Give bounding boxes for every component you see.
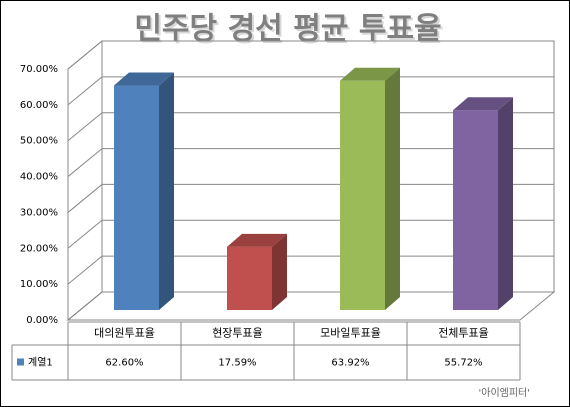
bar-side [498, 97, 513, 310]
grid-line [67, 76, 554, 106]
legend-key [17, 358, 24, 366]
grid-line [67, 112, 554, 142]
grid-line [67, 148, 554, 177]
y-tick-label: 0.00% [26, 315, 58, 326]
bar-side [385, 67, 400, 310]
y-tick-label: 10.00% [20, 279, 58, 290]
bar-side [159, 72, 174, 310]
grid-line [67, 40, 554, 70]
grid-line [67, 219, 554, 249]
bar [340, 67, 400, 310]
bar-top [453, 97, 513, 111]
x-tick-label: 모바일투표율 [320, 326, 381, 340]
bar-front [453, 110, 498, 310]
y-tick-label: 70.00% [20, 64, 58, 75]
bar-top [227, 233, 287, 247]
bar [227, 233, 287, 310]
bar [453, 97, 513, 310]
grid-line [67, 183, 554, 213]
legend-label: 계열1 [28, 357, 53, 369]
bar-front [227, 246, 272, 310]
bar-top [114, 72, 174, 86]
title-shadow: 민주당 경선 평균 투표율 [136, 14, 443, 49]
bar-side [272, 233, 287, 310]
x-tick-label: 전체투표율 [438, 327, 489, 340]
bar [114, 72, 174, 310]
table-value: 55.72% [444, 358, 482, 369]
x-tick-label: 현장투표율 [212, 327, 263, 340]
table-value: 62.60% [105, 358, 143, 369]
y-tick-label: 50.00% [20, 136, 58, 147]
grid-line [67, 291, 554, 321]
y-tick-label: 20.00% [20, 243, 58, 254]
table-value: 17.59% [218, 358, 256, 369]
grid-line [67, 255, 554, 285]
y-tick-label: 60.00% [20, 100, 58, 111]
x-tick-label: 대의원투표율 [94, 327, 155, 340]
bar-top [340, 67, 400, 81]
y-tick-label: 30.00% [20, 207, 58, 218]
y-tick-label: 40.00% [20, 172, 58, 183]
annotation: '아이엠피터' [479, 387, 531, 399]
table-value: 63.92% [331, 358, 369, 369]
bar-front [114, 85, 159, 310]
bar-front [340, 80, 385, 310]
